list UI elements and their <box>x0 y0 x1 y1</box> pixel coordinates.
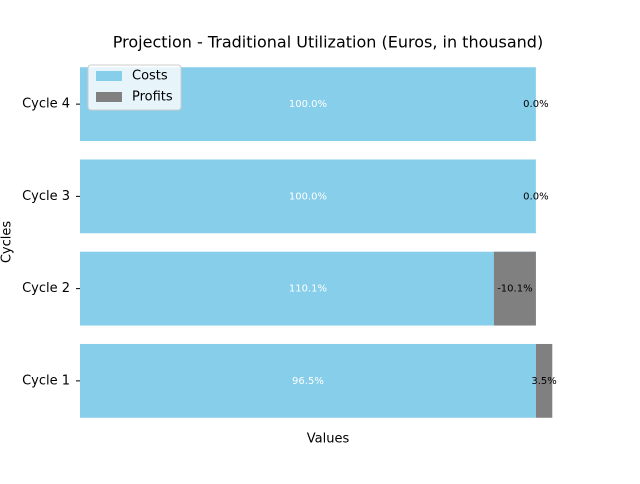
data-label: 96.5% <box>292 376 324 387</box>
data-label: 0.0% <box>523 99 548 110</box>
legend: Costs Profits <box>87 64 182 111</box>
data-label: -10.1% <box>497 284 532 295</box>
bar-segment <box>535 343 553 418</box>
bar-segment <box>80 251 536 326</box>
legend-label: Costs <box>132 69 168 84</box>
x-axis-label: Values <box>307 432 350 447</box>
y-tick-label: Cycle 2 <box>22 281 70 296</box>
data-label: 100.0% <box>289 99 327 110</box>
y-tick-label: Cycle 1 <box>22 373 70 388</box>
chart-title: Projection - Traditional Utilization (Eu… <box>113 33 543 52</box>
y-tick-label: Cycle 4 <box>22 97 70 112</box>
data-label: 110.1% <box>289 284 327 295</box>
data-label: 100.0% <box>289 191 327 202</box>
y-tick-label: Cycle 3 <box>22 189 70 204</box>
legend-label: Profits <box>132 90 173 105</box>
data-label: 3.5% <box>531 376 556 387</box>
bar-segment <box>80 159 536 234</box>
legend-swatch <box>96 92 122 102</box>
legend-swatch <box>96 71 122 81</box>
bar-segment <box>80 343 536 418</box>
bar-segment <box>493 251 536 326</box>
y-axis-label: Cycles <box>0 221 15 264</box>
data-label: 0.0% <box>523 191 548 202</box>
